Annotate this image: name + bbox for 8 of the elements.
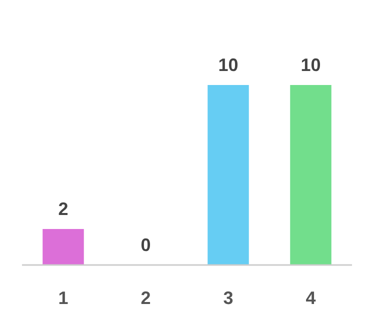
x-tick-label: 4 (306, 288, 316, 308)
x-tick-label: 3 (223, 288, 234, 308)
x-tick-label: 2 (140, 288, 151, 308)
data-label: 10 (218, 55, 238, 75)
data-label: 2 (58, 199, 68, 219)
x-tick-label: 1 (58, 288, 68, 308)
data-label: 0 (140, 235, 151, 255)
data-label: 10 (300, 55, 321, 75)
